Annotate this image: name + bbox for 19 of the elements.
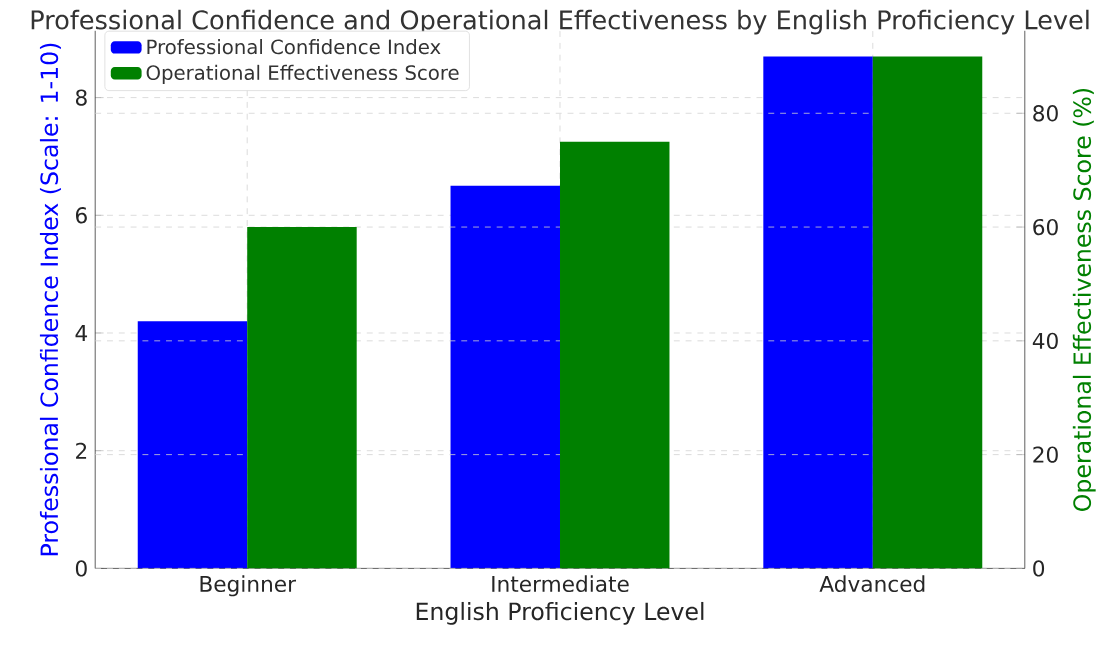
x-tick-label: Beginner [200, 575, 297, 597]
x-axis-title: English Proficiency Level [416, 602, 704, 625]
x-tick-label: Intermediate [492, 575, 629, 593]
y-axis-title: Professional Confidence Index (Scale: 1-10) [39, 43, 61, 556]
y2-tick-label: 20 [1033, 446, 1058, 464]
chart-title: Professional Confidence and Operational Effectiveness by English Proficiency Level [31, 9, 1089, 35]
y-tick-label: 8 [75, 89, 87, 106]
y2-axis-title: Operational Effectiveness Score (%) [1072, 89, 1096, 512]
y-tick-label: 4 [75, 325, 88, 342]
x-tick-label: Advanced [819, 575, 925, 593]
legend-label: Operational Effectiveness Score [146, 65, 459, 85]
y-tick-label: 2 [76, 442, 87, 459]
legend-label: Professional Confidence Index [147, 39, 441, 55]
y2-tick-label: 0 [1033, 560, 1045, 577]
y2-tick-label: 80 [1033, 105, 1058, 122]
y2-tick-label: 60 [1033, 219, 1058, 236]
y-tick-label: 0 [75, 560, 87, 577]
y2-tick-label: 40 [1032, 332, 1058, 350]
y-tick-label: 6 [75, 207, 87, 224]
